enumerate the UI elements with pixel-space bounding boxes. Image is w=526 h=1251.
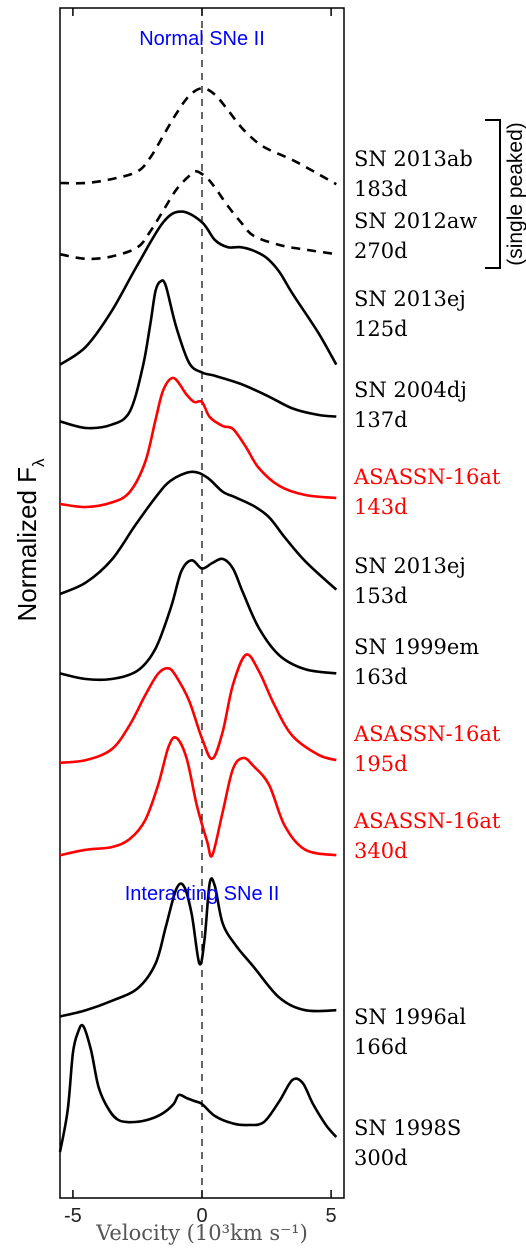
y-axis-label: Normalized Fλ: [12, 458, 48, 622]
series-name-label: SN 1999em: [354, 635, 479, 659]
curve-labels: SN 2013ab 183d SN 2012aw 270d SN 2013ej 125d S…: [353, 147, 501, 1170]
series-phase-label: 137d: [354, 408, 408, 432]
spectrum-curve: [59, 210, 338, 366]
y-axis-label-main: Normalized F: [12, 467, 42, 622]
series-phase-label: 183d: [354, 177, 408, 201]
x-tick-label: -5: [64, 1205, 82, 1227]
spectrum-curve: [59, 653, 337, 765]
series-name-label: ASASSN-16at: [353, 465, 501, 489]
series-name-label: SN 2013ab: [354, 147, 473, 171]
section-title-normal: Normal SNe II: [139, 28, 265, 50]
series-name-label: ASASSN-16at: [353, 809, 501, 833]
spectrum-curve: [59, 736, 337, 858]
series-name-label: SN 2013ej: [354, 554, 466, 578]
spectrum-curve: [59, 376, 337, 509]
spectrum-curve: [59, 877, 337, 1018]
x-axis-label: Velocity (10³km s⁻¹): [95, 1221, 308, 1245]
series-name-label: SN 2013ej: [354, 287, 466, 311]
series-name-label: SN 1996al: [354, 1005, 466, 1029]
y-axis-label-subscript: λ: [29, 458, 48, 467]
series-phase-label: 153d: [354, 584, 408, 608]
spectrum-curve: [59, 170, 337, 261]
series-phase-label: 340d: [354, 839, 408, 863]
series-phase-label: 270d: [354, 239, 408, 263]
series-phase-label: 300d: [354, 1146, 408, 1170]
plot-frame: [59, 7, 345, 1199]
series-phase-label: 143d: [354, 495, 408, 519]
single-peaked-bracket: (single peaked): [485, 119, 526, 269]
section-title-interacting: Interacting SNe II: [125, 883, 280, 905]
spectrum-curve: [59, 470, 338, 596]
spectra-curves: [58, 86, 338, 1153]
series-phase-label: 166d: [354, 1035, 408, 1059]
spectrum-curve: [59, 557, 337, 682]
single-peaked-label: (single peaked): [504, 122, 526, 266]
series-name-label: SN 2004dj: [354, 378, 467, 402]
spectrum-curve: [58, 1023, 338, 1153]
spectrum-curve: [59, 279, 337, 430]
series-phase-label: 163d: [354, 665, 408, 689]
axes: -5 0 5: [59, 7, 345, 1227]
spectrum-curve: [59, 86, 337, 186]
series-name-label: ASASSN-16at: [353, 722, 501, 746]
series-phase-label: 195d: [354, 752, 408, 776]
series-name-label: SN 2012aw: [354, 209, 477, 233]
x-tick-label: 5: [326, 1205, 337, 1227]
series-name-label: SN 1998S: [354, 1116, 461, 1140]
series-phase-label: 125d: [354, 317, 408, 341]
x-tick-label: 0: [196, 1205, 207, 1227]
